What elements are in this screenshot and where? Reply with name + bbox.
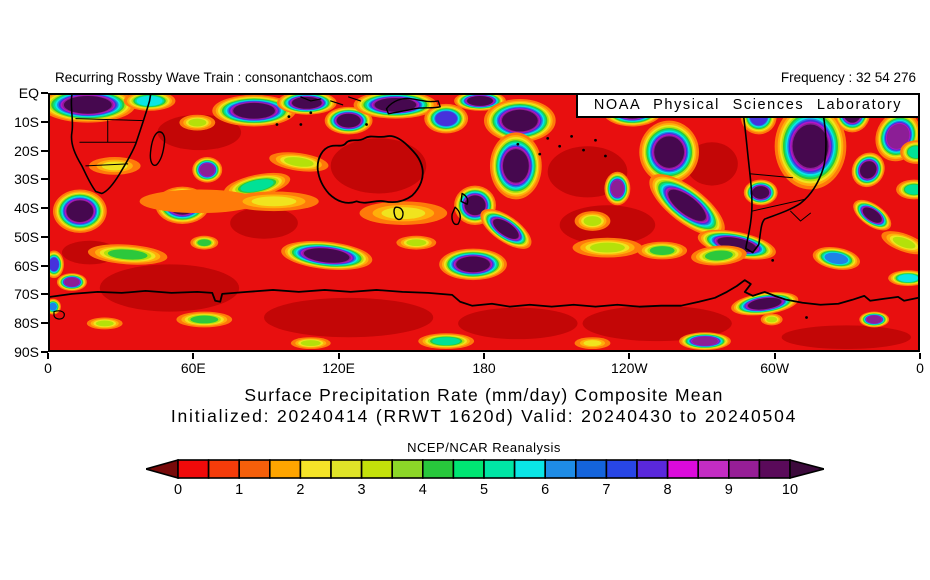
lat-tick-mark	[41, 293, 48, 296]
lon-tick-label: 0	[916, 360, 924, 376]
colorbar-tick-label: 1	[235, 482, 244, 498]
colorbar-tick-label: 8	[663, 482, 672, 498]
lat-tick-label: 20S	[14, 142, 39, 159]
colorbar-tick-label: 7	[602, 482, 611, 498]
lon-tick-mark	[628, 353, 631, 359]
lat-tick-mark	[41, 149, 48, 152]
lat-tick-label: 40S	[14, 200, 39, 217]
colorbar-tick-label: 6	[541, 482, 550, 498]
lat-tick-label: 90S	[14, 344, 39, 360]
lat-tick-mark	[41, 178, 48, 181]
lon-tick-mark	[192, 353, 195, 359]
colorbar-tick-label: 3	[357, 482, 366, 498]
colorbar-tick-label: 4	[418, 482, 427, 498]
plot-annotation: Recurring Rossby Wave Train : consonantc…	[55, 70, 373, 85]
lat-tick-label: 60S	[14, 257, 39, 274]
lon-tick-label: 60E	[180, 360, 206, 376]
lat-tick-label: 80S	[14, 315, 39, 332]
colorbar-tick-label: 5	[479, 482, 489, 498]
lat-tick-mark	[41, 264, 48, 267]
noaa-psl-watermark: NOAA Physical Sciences Laboratory	[576, 93, 920, 118]
lat-tick-mark	[41, 322, 48, 325]
lat-tick-mark	[41, 92, 48, 94]
colorbar	[146, 459, 824, 479]
lat-tick-label: 50S	[14, 228, 39, 245]
lat-tick-mark	[41, 207, 48, 210]
colorbar-tick-label: 9	[724, 482, 733, 498]
lat-tick-mark	[41, 120, 48, 123]
lon-tick-label: 0	[44, 360, 52, 376]
lat-tick-label: 10S	[14, 113, 39, 130]
lat-tick-label: 70S	[14, 286, 39, 303]
lon-tick-label: 120E	[322, 360, 355, 376]
colorbar-tick-label: 2	[296, 482, 305, 498]
frequency-label: Frequency : 32 54 276	[780, 70, 916, 85]
lon-tick-label: 120W	[611, 360, 648, 376]
map-plot-area: NOAA Physical Sciences Laboratory	[48, 93, 920, 352]
lat-tick-mark	[41, 235, 48, 238]
lon-tick-mark	[773, 353, 776, 359]
plot-subtitle: Initialized: 20240414 (RRWT 1620d) Valid…	[170, 406, 798, 426]
colorbar-tick-label: 0	[173, 482, 183, 498]
lon-tick-mark	[483, 353, 485, 359]
colorbar-tick-label: 10	[781, 482, 799, 498]
lon-tick-label: 180	[472, 360, 496, 376]
precip-field-svg	[50, 95, 918, 350]
lon-tick-mark	[47, 353, 49, 359]
plot-title: Surface Precipitation Rate (mm/day) Comp…	[244, 385, 724, 405]
lon-tick-mark	[919, 353, 921, 359]
lat-tick-label: EQ	[18, 85, 39, 101]
lat-tick-mark	[41, 351, 48, 353]
dataset-source-label: NCEP/NCAR Reanalysis	[407, 440, 561, 455]
lon-tick-label: 60W	[760, 360, 790, 376]
lat-tick-label: 30S	[14, 171, 39, 188]
lon-tick-mark	[337, 353, 340, 359]
